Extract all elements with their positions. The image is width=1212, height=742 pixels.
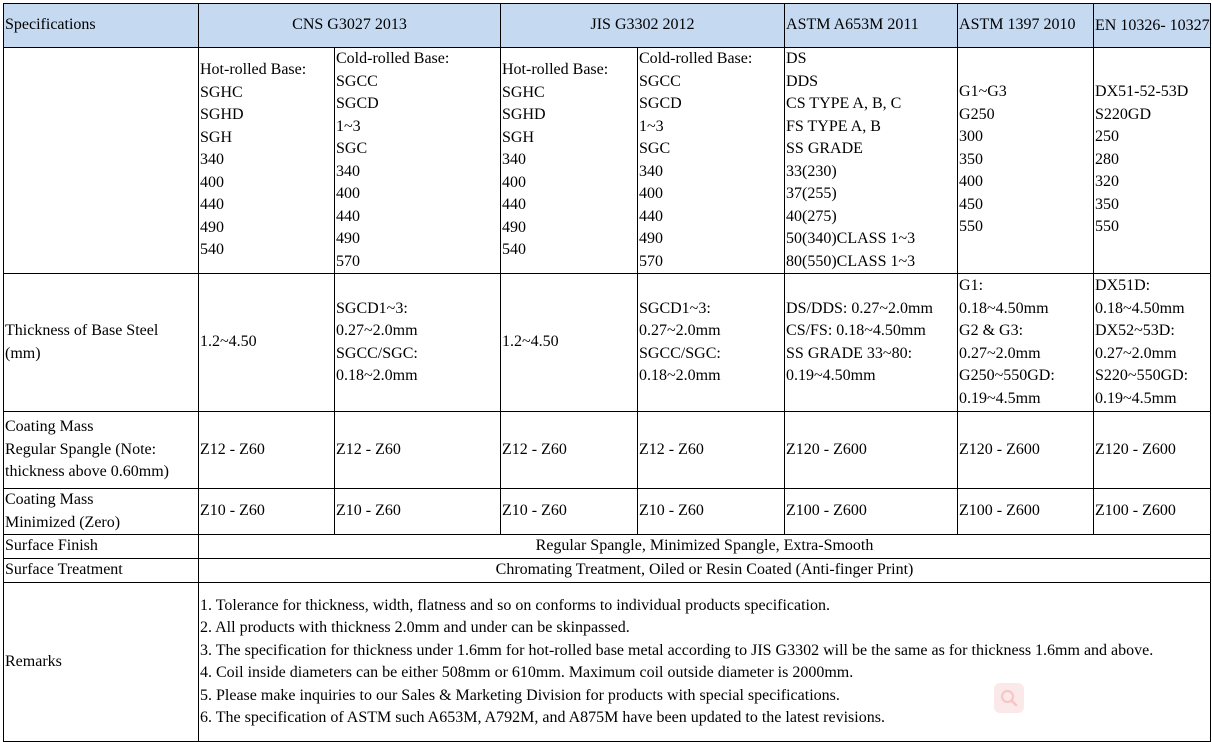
thickness-row: Thickness of Base Steel (mm) 1.2~4.50 SG… — [3, 273, 1212, 412]
header-cns: CNS G3027 2013 — [198, 3, 501, 48]
grades-label — [3, 47, 199, 274]
remark-item: 6. The specification of ASTM such A653M,… — [200, 709, 885, 726]
specifications-table: Specifications CNS G3027 2013 JIS G3302 … — [3, 3, 1212, 742]
cell-astm-a653m-grades: DS DDS CS TYPE A, B, C FS TYPE A, B SS G… — [784, 47, 959, 274]
cell-cns-hot-coating-regular: Z12 - Z60 — [198, 411, 335, 489]
cell-astm-1397-coating-minimized: Z100 - Z600 — [957, 488, 1095, 535]
cell-jis-hot-coating-regular: Z12 - Z60 — [500, 411, 638, 489]
coating-minimized-row: Coating Mass Minimized (Zero) Z10 - Z60 … — [3, 488, 1212, 535]
cell-jis-hot-thickness: 1.2~4.50 — [500, 273, 638, 412]
cell-jis-cold-coating-regular: Z12 - Z60 — [636, 411, 786, 489]
cell-cns-hot-thickness: 1.2~4.50 — [198, 273, 335, 412]
cell-astm-1397-grades: G1~G3 G250 300 350 400 450 550 — [957, 47, 1095, 274]
remark-item: 5. Please make inquiries to our Sales & … — [200, 686, 840, 704]
coating-regular-label: Coating Mass Regular Spangle (Note: thic… — [3, 411, 199, 489]
thickness-label: Thickness of Base Steel (mm) — [3, 273, 199, 412]
header-en: EN 10326- 10327 2004 — [1093, 3, 1212, 48]
remarks-label: Remarks — [3, 582, 199, 742]
cell-cns-cold-coating-regular: Z12 - Z60 — [334, 411, 501, 489]
coating-regular-row: Coating Mass Regular Spangle (Note: thic… — [3, 411, 1212, 489]
remark-item: 3. The specification for thickness under… — [200, 641, 1154, 659]
surface-finish-label: Surface Finish — [3, 534, 199, 559]
surface-treatment-value: Chromating Treatment, Oiled or Resin Coa… — [197, 558, 1212, 583]
surface-treatment-label: Surface Treatment — [3, 558, 199, 583]
cell-cns-cold-coating-minimized: Z10 - Z60 — [334, 488, 501, 535]
cell-cns-cold-thickness: SGCD1~3: 0.27~2.0mm SGCC/SGC: 0.18~2.0mm — [334, 273, 501, 412]
cell-cns-cold-grades: Cold-rolled Base: SGCC SGCD 1~3 SGC 340 … — [334, 47, 501, 274]
surface-finish-value: Regular Spangle, Minimized Spangle, Extr… — [197, 534, 1212, 559]
search-icon — [1000, 689, 1018, 707]
header-row: Specifications CNS G3027 2013 JIS G3302 … — [3, 3, 1212, 48]
cell-astm-a653m-coating-regular: Z120 - Z600 — [784, 411, 959, 489]
cell-cns-hot-grades: Hot-rolled Base: SGHC SGHD SGH 340 400 4… — [198, 47, 335, 274]
cell-astm-1397-coating-regular: Z120 - Z600 — [957, 411, 1095, 489]
cell-en-coating-minimized: Z100 - Z600 — [1093, 488, 1212, 535]
cell-jis-cold-thickness: SGCD1~3: 0.27~2.0mm SGCC/SGC: 0.18~2.0mm — [636, 273, 786, 412]
cell-en-thickness: DX51D: 0.18~4.50mm DX52~53D: 0.27~2.0mm … — [1093, 273, 1212, 412]
cell-jis-cold-grades: Cold-rolled Base: SGCC SGCD 1~3 SGC 340 … — [636, 47, 786, 274]
search-overlay-button[interactable] — [994, 683, 1024, 713]
remark-item: 2. All products with thickness 2.0mm and… — [200, 619, 630, 636]
surface-finish-row: Surface Finish Regular Spangle, Minimize… — [3, 534, 1212, 559]
remarks-cell: 1. Tolerance for thickness, width, flatn… — [197, 582, 1212, 742]
cell-jis-cold-coating-minimized: Z10 - Z60 — [636, 488, 786, 535]
cell-en-coating-regular: Z120 - Z600 — [1093, 411, 1212, 489]
remarks-row: Remarks 1. Tolerance for thickness, widt… — [3, 582, 1212, 742]
grades-row: Hot-rolled Base: SGHC SGHD SGH 340 400 4… — [3, 47, 1212, 274]
remark-item: 4. Coil inside diameters can be either 5… — [200, 664, 854, 681]
header-astm-1397: ASTM 1397 2010 — [957, 3, 1095, 48]
cell-astm-a653m-thickness: DS/DDS: 0.27~2.0mm CS/FS: 0.18~4.50mm SS… — [784, 273, 959, 412]
cell-jis-hot-coating-minimized: Z10 - Z60 — [500, 488, 638, 535]
header-jis: JIS G3302 2012 — [499, 3, 786, 48]
coating-minimized-label: Coating Mass Minimized (Zero) — [3, 488, 199, 535]
cell-cns-hot-coating-minimized: Z10 - Z60 — [198, 488, 335, 535]
header-specifications: Specifications — [3, 3, 199, 48]
cell-astm-1397-thickness: G1: 0.18~4.50mm G2 & G3: 0.27~2.0mm G250… — [957, 273, 1095, 412]
surface-treatment-row: Surface Treatment Chromating Treatment, … — [3, 558, 1212, 583]
header-astm-a653m: ASTM A653M 2011 — [784, 3, 959, 48]
cell-en-grades: DX51-52-53D S220GD 250 280 320 350 550 — [1093, 47, 1212, 274]
cell-astm-a653m-coating-minimized: Z100 - Z600 — [784, 488, 959, 535]
remark-item: 1. Tolerance for thickness, width, flatn… — [200, 596, 830, 614]
cell-jis-hot-grades: Hot-rolled Base: SGHC SGHD SGH 340 400 4… — [500, 47, 638, 274]
